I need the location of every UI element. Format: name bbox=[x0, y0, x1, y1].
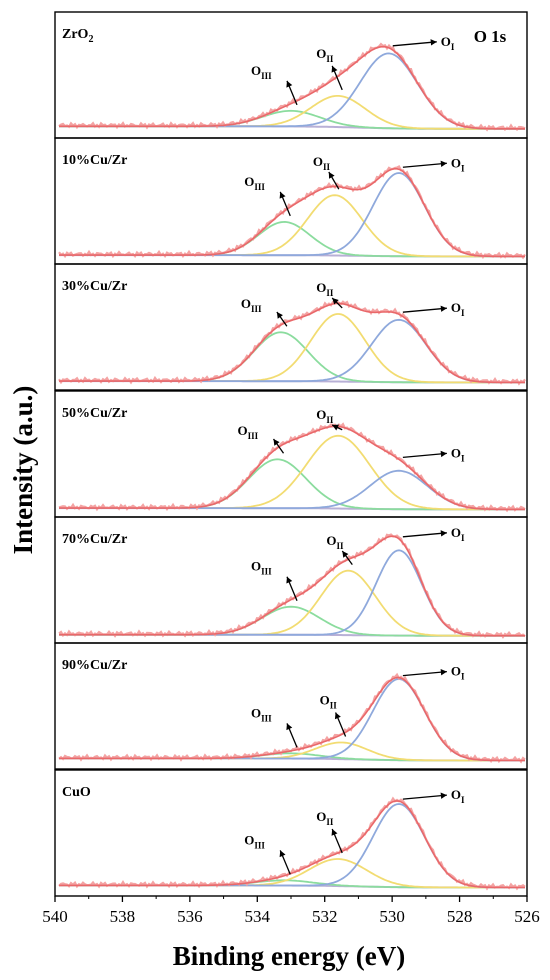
arrow-o-iii-head bbox=[279, 850, 286, 858]
fit-envelope bbox=[59, 535, 525, 637]
arrow-o-i-head bbox=[440, 792, 447, 799]
label-o-iii: OIII bbox=[241, 296, 262, 314]
raw-spectrum bbox=[58, 422, 526, 513]
y-axis-title: Intensity (a.u.) bbox=[8, 386, 38, 555]
fit-envelope bbox=[59, 167, 525, 258]
label-o-ii: OII bbox=[316, 280, 334, 298]
peak-o-i bbox=[59, 549, 525, 637]
fit-envelope bbox=[59, 425, 525, 511]
label-o-i: OI bbox=[451, 300, 465, 318]
raw-spectrum bbox=[58, 164, 526, 260]
arrow-o-i bbox=[402, 670, 447, 677]
arrow-o-i-head bbox=[440, 530, 447, 537]
x-axis-title: Binding energy (eV) bbox=[173, 941, 406, 971]
arrow-o-i-head bbox=[440, 450, 447, 458]
fit-envelope bbox=[59, 676, 525, 762]
panels-layer: OI OII OIII ZrO2 OI OII OIII 10%Cu/Zr OI OII OIII 3… bbox=[54, 11, 528, 897]
arrow-o-iii-head bbox=[286, 80, 293, 88]
fit-envelope bbox=[59, 800, 525, 889]
arrow-o-ii-head bbox=[331, 65, 338, 73]
x-tick-label: 528 bbox=[447, 907, 473, 926]
arrow-o-ii-head bbox=[328, 172, 335, 179]
label-o-i: OI bbox=[451, 525, 465, 543]
arrow-o-i bbox=[402, 794, 447, 800]
label-o-i: OI bbox=[451, 664, 465, 682]
label-o-i: OI bbox=[451, 155, 465, 173]
label-o-iii: OIII bbox=[244, 832, 265, 850]
panel-label: 10%Cu/Zr bbox=[62, 153, 127, 168]
arrow-o-i bbox=[402, 532, 447, 538]
arrow-o-ii-head bbox=[331, 829, 338, 836]
panel-label: 90%Cu/Zr bbox=[62, 658, 127, 673]
label-o-i: OI bbox=[451, 787, 465, 805]
peak-o-iii bbox=[59, 220, 525, 258]
label-o-ii: OII bbox=[316, 46, 334, 64]
x-tick-label: 532 bbox=[312, 907, 338, 926]
arrow-o-iii-head bbox=[276, 312, 283, 319]
label-o-ii: OII bbox=[313, 154, 331, 172]
region-label: O 1s bbox=[474, 27, 507, 46]
panel-frame bbox=[54, 263, 528, 391]
arrow-o-ii-head bbox=[332, 424, 339, 431]
arrow-o-i-head bbox=[440, 160, 447, 167]
panel-label: CuO bbox=[62, 785, 91, 800]
x-tick-label: 530 bbox=[379, 907, 405, 926]
x-tick-label: 538 bbox=[110, 907, 136, 926]
arrow-o-ii-head bbox=[332, 298, 339, 305]
arrow-o-ii-head bbox=[334, 712, 341, 720]
panel-6: OI OII OIII 90%Cu/Zr bbox=[54, 642, 528, 770]
peak-o-ii bbox=[59, 569, 525, 637]
arrow-o-i bbox=[392, 41, 437, 47]
arrow-o-iii-head bbox=[279, 191, 286, 199]
fit-envelope bbox=[59, 302, 525, 384]
label-o-iii: OIII bbox=[244, 174, 265, 192]
arrow-o-iii-head bbox=[273, 439, 280, 446]
label-o-iii: OIII bbox=[251, 559, 272, 577]
arrow-o-i bbox=[402, 162, 447, 168]
panel-2: OI OII OIII 10%Cu/Zr bbox=[54, 137, 528, 265]
x-tick-label: 534 bbox=[245, 907, 271, 926]
peak-o-i bbox=[59, 678, 525, 762]
label-o-ii: OII bbox=[320, 692, 338, 710]
arrow-o-ii-head bbox=[342, 551, 349, 558]
x-tick-label: 526 bbox=[514, 907, 540, 926]
panel-3: OI OII OIII 30%Cu/Zr bbox=[54, 263, 528, 391]
label-o-ii: OII bbox=[316, 407, 334, 425]
panel-frame bbox=[54, 642, 528, 770]
peak-o-i bbox=[59, 803, 525, 889]
panel-label: 70%Cu/Zr bbox=[62, 532, 127, 547]
label-o-ii: OII bbox=[326, 533, 344, 551]
label-o-i: OI bbox=[441, 34, 455, 52]
fit-envelope bbox=[59, 45, 526, 130]
raw-spectrum bbox=[58, 672, 526, 764]
panel-5: OI OII OIII 70%Cu/Zr bbox=[54, 516, 528, 644]
panel-label: 30%Cu/Zr bbox=[62, 279, 127, 294]
arrow-o-iii-head bbox=[286, 576, 293, 584]
label-o-ii: OII bbox=[316, 809, 334, 827]
x-axis-ticks: 540 538 536 534 532 530 528 526 bbox=[42, 896, 540, 926]
raw-spectrum bbox=[58, 42, 526, 132]
panel-1: OI OII OIII ZrO2 bbox=[54, 11, 528, 139]
arrow-o-i-head bbox=[440, 668, 447, 676]
label-o-iii: OIII bbox=[251, 705, 272, 723]
arrow-o-i bbox=[402, 307, 447, 313]
label-o-iii: OIII bbox=[251, 63, 272, 81]
panel-7: OI OII OIII CuO bbox=[54, 769, 528, 897]
arrow-o-i-head bbox=[430, 39, 437, 46]
x-tick-label: 536 bbox=[177, 907, 203, 926]
panel-label: 50%Cu/Zr bbox=[62, 406, 127, 421]
raw-spectrum bbox=[58, 533, 526, 639]
label-o-i: OI bbox=[451, 445, 465, 463]
panel-label: ZrO2 bbox=[62, 27, 93, 45]
arrow-o-i bbox=[402, 452, 447, 459]
arrow-o-i-head bbox=[440, 305, 447, 312]
raw-spectrum bbox=[58, 796, 526, 891]
x-tick-label: 540 bbox=[42, 907, 68, 926]
label-o-iii: OIII bbox=[238, 423, 259, 441]
arrow-o-iii-head bbox=[286, 723, 293, 731]
panel-4: OI OII OIII 50%Cu/Zr bbox=[54, 390, 528, 518]
peak-o-i bbox=[59, 172, 525, 258]
